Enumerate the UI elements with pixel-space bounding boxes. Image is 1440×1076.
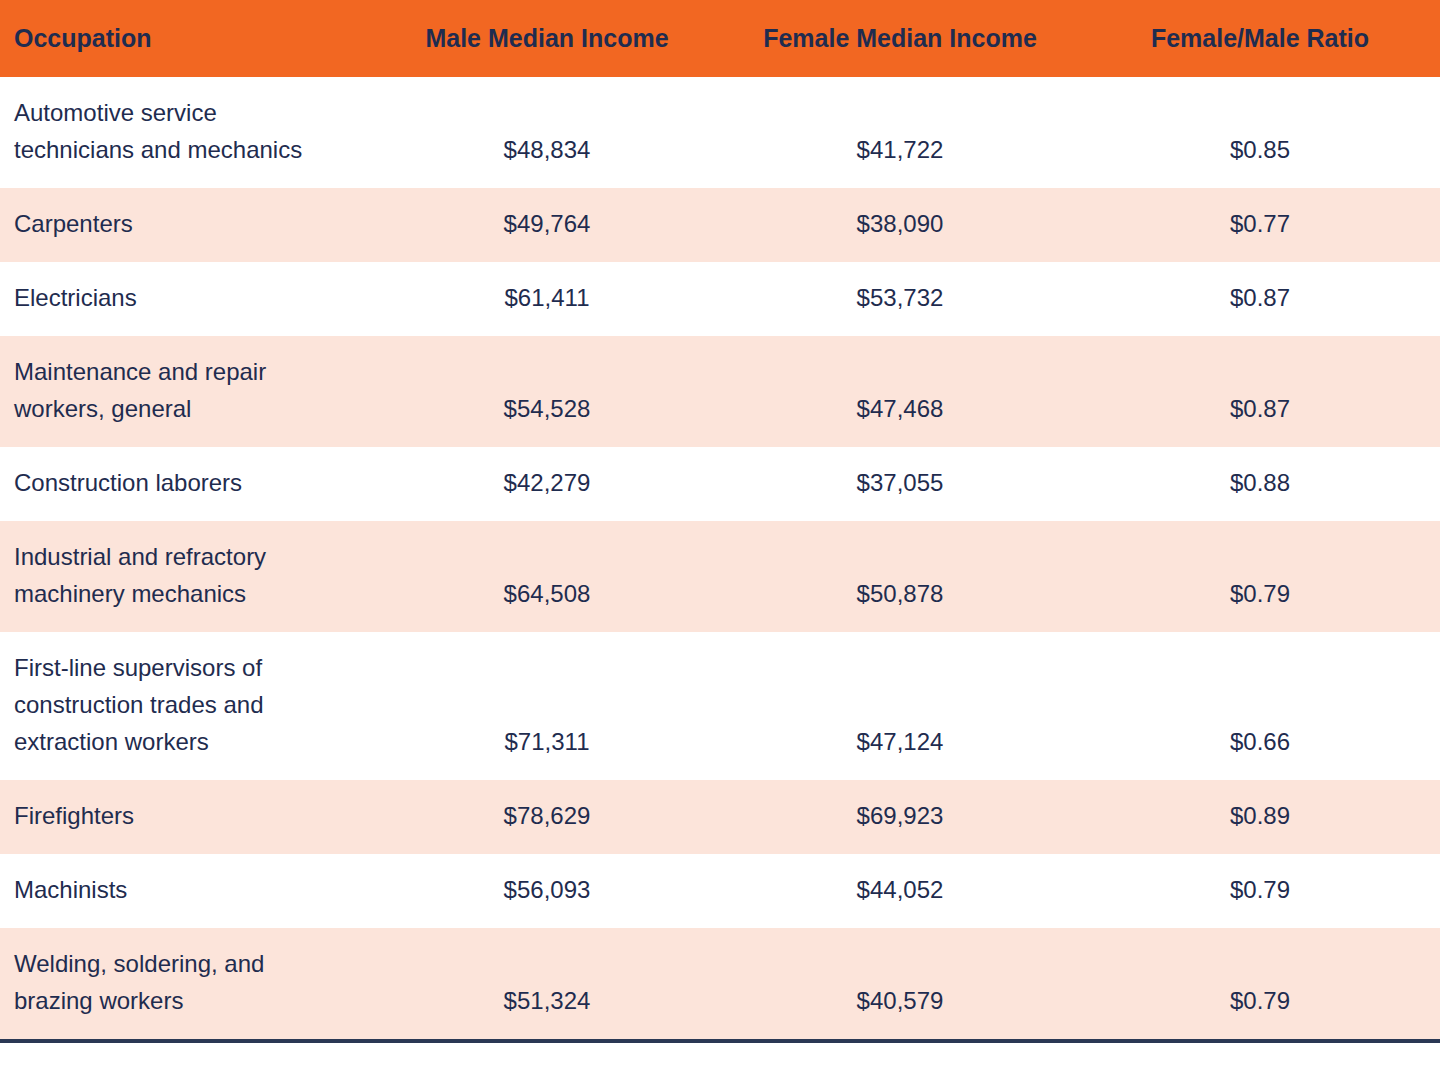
male-income-cell: $49,764: [374, 188, 720, 262]
occupation-cell: Industrial and refractory machinery mech…: [0, 521, 374, 632]
ratio-cell: $0.87: [1080, 262, 1440, 336]
table-row: Machinists $56,093 $44,052 $0.79: [0, 854, 1440, 928]
male-income-cell: $78,629: [374, 780, 720, 854]
table-row: Construction laborers $42,279 $37,055 $0…: [0, 447, 1440, 521]
ratio-cell: $0.79: [1080, 521, 1440, 632]
table-row: Electricians $61,411 $53,732 $0.87: [0, 262, 1440, 336]
occupation-cell: Carpenters: [0, 188, 374, 262]
table-row: First-line supervisors of construction t…: [0, 632, 1440, 780]
ratio-cell: $0.77: [1080, 188, 1440, 262]
income-comparison-table: Occupation Male Median Income Female Med…: [0, 0, 1440, 1043]
ratio-cell: $0.79: [1080, 854, 1440, 928]
column-header-female-male-ratio: Female/Male Ratio: [1080, 0, 1440, 77]
male-income-cell: $51,324: [374, 928, 720, 1041]
table-row: Welding, soldering, and brazing workers …: [0, 928, 1440, 1041]
female-income-cell: $44,052: [720, 854, 1080, 928]
male-income-cell: $48,834: [374, 77, 720, 188]
table-row: Industrial and refractory machinery mech…: [0, 521, 1440, 632]
female-income-cell: $40,579: [720, 928, 1080, 1041]
occupation-cell: First-line supervisors of construction t…: [0, 632, 374, 780]
table-row: Automotive service technicians and mecha…: [0, 77, 1440, 188]
male-income-cell: $54,528: [374, 336, 720, 447]
occupation-cell: Automotive service technicians and mecha…: [0, 77, 374, 188]
occupation-cell: Welding, soldering, and brazing workers: [0, 928, 374, 1041]
table-row: Maintenance and repair workers, general …: [0, 336, 1440, 447]
female-income-cell: $53,732: [720, 262, 1080, 336]
ratio-cell: $0.89: [1080, 780, 1440, 854]
occupation-cell: Maintenance and repair workers, general: [0, 336, 374, 447]
female-income-cell: $69,923: [720, 780, 1080, 854]
occupation-cell: Electricians: [0, 262, 374, 336]
income-table-container: Occupation Male Median Income Female Med…: [0, 0, 1440, 1043]
table-row: Carpenters $49,764 $38,090 $0.77: [0, 188, 1440, 262]
column-header-female-median-income: Female Median Income: [720, 0, 1080, 77]
female-income-cell: $47,124: [720, 632, 1080, 780]
male-income-cell: $64,508: [374, 521, 720, 632]
male-income-cell: $61,411: [374, 262, 720, 336]
female-income-cell: $50,878: [720, 521, 1080, 632]
ratio-cell: $0.88: [1080, 447, 1440, 521]
column-header-occupation: Occupation: [0, 0, 374, 77]
occupation-cell: Construction laborers: [0, 447, 374, 521]
male-income-cell: $42,279: [374, 447, 720, 521]
male-income-cell: $71,311: [374, 632, 720, 780]
ratio-cell: $0.79: [1080, 928, 1440, 1041]
male-income-cell: $56,093: [374, 854, 720, 928]
header-row: Occupation Male Median Income Female Med…: [0, 0, 1440, 77]
occupation-cell: Machinists: [0, 854, 374, 928]
ratio-cell: $0.87: [1080, 336, 1440, 447]
occupation-cell: Firefighters: [0, 780, 374, 854]
column-header-male-median-income: Male Median Income: [374, 0, 720, 77]
female-income-cell: $37,055: [720, 447, 1080, 521]
female-income-cell: $41,722: [720, 77, 1080, 188]
ratio-cell: $0.66: [1080, 632, 1440, 780]
table-row: Firefighters $78,629 $69,923 $0.89: [0, 780, 1440, 854]
ratio-cell: $0.85: [1080, 77, 1440, 188]
female-income-cell: $38,090: [720, 188, 1080, 262]
female-income-cell: $47,468: [720, 336, 1080, 447]
